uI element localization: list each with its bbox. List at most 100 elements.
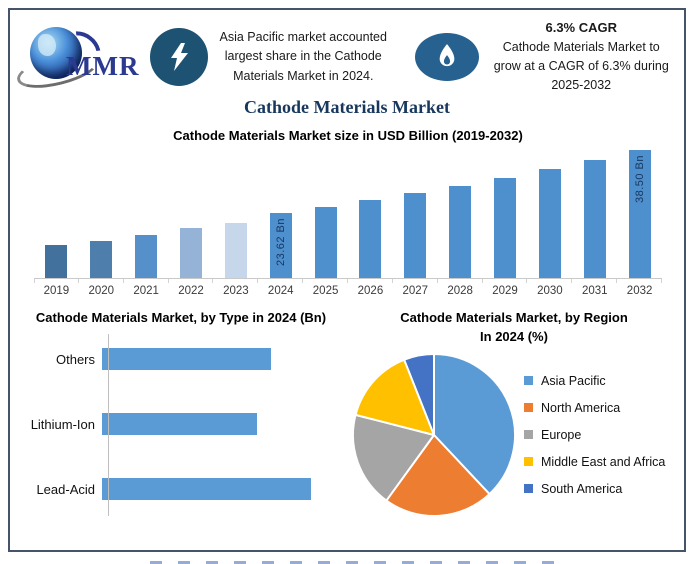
type-bar-lithium-ion <box>102 413 257 436</box>
legend-swatch-icon <box>524 457 533 467</box>
bar-column-2029 <box>483 178 528 279</box>
type-chart: Cathode Materials Market, by Type in 202… <box>20 309 342 519</box>
mmr-logo: MMR <box>13 23 144 95</box>
region-chart-title-line2: In 2024 (%) <box>480 329 548 345</box>
asia-pacific-callout: Asia Pacific market accounted largest sh… <box>219 30 387 83</box>
page-title: Cathode Materials Market <box>244 97 450 118</box>
type-bar-lead-acid <box>102 478 311 501</box>
bar-column-2027 <box>393 193 438 279</box>
pie-slice-south-america <box>403 352 435 436</box>
type-label-lead-acid: Lead-Acid <box>36 481 95 497</box>
axis-tick <box>169 279 214 284</box>
bar-2020 <box>90 241 113 279</box>
type-chart-body: Others Lithium-Ion Lead-Acid <box>20 334 342 517</box>
bar-column-2030 <box>527 169 572 279</box>
axis-tick <box>303 279 349 284</box>
x-axis-label-2029: 2029 <box>492 285 518 298</box>
bar-column-2019 <box>34 245 79 279</box>
bar-2022 <box>180 228 202 279</box>
type-label-others: Others <box>55 351 95 367</box>
cagr-value: 6.3% CAGR <box>545 20 618 35</box>
bar-column-2026 <box>348 200 393 279</box>
bar-column-2031 <box>572 160 617 279</box>
axis-tick <box>393 279 438 284</box>
cagr-callout: 6.3% CAGR Cathode Materials Market to gr… <box>489 20 675 94</box>
axis-tick <box>572 279 618 284</box>
cagr-text: Cathode Materials Market to grow at a CA… <box>493 40 669 92</box>
legend-item-asia-pacific: Asia Pacific <box>524 374 665 388</box>
x-axis-label-2024: 2024 <box>267 285 294 298</box>
bar-column-2022 <box>169 228 214 279</box>
bar-2029 <box>494 178 517 279</box>
region-legend: Asia Pacific North America Europe Middle Ea… <box>524 374 665 496</box>
region-pie <box>352 352 517 517</box>
logo-text: MMR <box>66 51 140 82</box>
bar-column-2021 <box>124 235 169 279</box>
type-row-others: Others <box>20 348 342 371</box>
axis-tick <box>617 279 663 284</box>
legend-label: North America <box>541 400 621 415</box>
axis-tick <box>348 279 393 284</box>
axis-tick <box>483 279 528 284</box>
region-chart-title-line1: Cathode Materials Market, by Region <box>400 310 628 326</box>
axis-tick <box>258 279 304 284</box>
type-row-lithium-ion: Lithium-Ion <box>20 413 342 436</box>
legend-swatch-icon <box>524 484 533 494</box>
bar-value-label-2024: 23.62 Bn <box>274 218 287 267</box>
pie-slice-asia-pacific <box>433 352 517 495</box>
legend-swatch-icon <box>524 403 533 413</box>
bar-2028 <box>449 186 472 279</box>
pie-slice-north-america <box>385 433 491 517</box>
bar-2031 <box>583 160 606 279</box>
x-axis-label-2032: 2032 <box>626 285 653 298</box>
legend-swatch-icon <box>524 430 533 440</box>
bar-column-2023 <box>213 223 258 279</box>
type-bar-others <box>102 348 271 371</box>
bar-column-2028 <box>438 186 483 279</box>
region-chart-title: Cathode Materials Market, by Region In 2… <box>364 309 664 347</box>
type-label-lithium-ion: Lithium-Ion <box>30 416 95 432</box>
axis-tick <box>124 279 169 284</box>
market-size-chart: Cathode Materials Market size in USD Bil… <box>34 128 663 297</box>
legend-label: Asia Pacific <box>541 373 606 388</box>
cropped-watermark-dashes <box>150 561 564 564</box>
lightning-badge <box>150 28 208 87</box>
bar-column-2025 <box>303 207 348 279</box>
pie-slice-europe <box>352 413 435 502</box>
x-axis-label-2023: 2023 <box>223 285 249 298</box>
market-size-axis-ticks <box>34 279 663 284</box>
x-axis-label-2021: 2021 <box>133 285 159 298</box>
bar-2021 <box>135 235 158 279</box>
bar-2032: 38.50 Bn <box>628 150 651 279</box>
x-axis-label-2030: 2030 <box>537 285 563 298</box>
x-axis-label-2022: 2022 <box>178 285 204 298</box>
bar-value-label-2032: 38.50 Bn <box>633 155 646 204</box>
region-chart-body: Asia Pacific North America Europe Middle Ea… <box>350 351 678 519</box>
x-axis-label-2019: 2019 <box>43 285 70 298</box>
bar-2030 <box>538 169 561 279</box>
infographic-frame: MMR Asia Pacific market accounted larges… <box>8 8 686 552</box>
bar-column-2032: 38.50 Bn <box>617 150 662 279</box>
legend-item-europe: Europe <box>524 428 665 442</box>
axis-tick <box>34 279 79 284</box>
market-size-plot: 23.62 Bn 38.50 Bn <box>34 145 662 280</box>
axis-tick <box>527 279 573 284</box>
bar-2019 <box>45 245 68 279</box>
market-size-xlabels: 2019 2020 2021 2022 2023 2024 2025 2026 2027 2028… <box>34 285 662 297</box>
axis-tick <box>79 279 124 284</box>
x-axis-label-2026: 2026 <box>357 285 384 298</box>
bar-2025 <box>314 207 337 279</box>
bar-2023 <box>224 223 247 279</box>
x-axis-label-2027: 2027 <box>402 285 429 298</box>
header: MMR Asia Pacific market accounted larges… <box>10 10 684 95</box>
axis-tick <box>213 279 259 284</box>
legend-label: South America <box>541 481 623 496</box>
type-row-lead-acid: Lead-Acid <box>20 478 342 501</box>
legend-swatch-icon <box>524 376 533 386</box>
bar-column-2020 <box>79 241 124 279</box>
flame-icon <box>439 44 454 67</box>
lightning-icon <box>171 43 188 72</box>
legend-item-middle-east-and-africa: Middle East and Africa <box>524 455 665 469</box>
x-axis-label-2020: 2020 <box>88 285 115 298</box>
x-axis-label-2028: 2028 <box>447 285 473 298</box>
